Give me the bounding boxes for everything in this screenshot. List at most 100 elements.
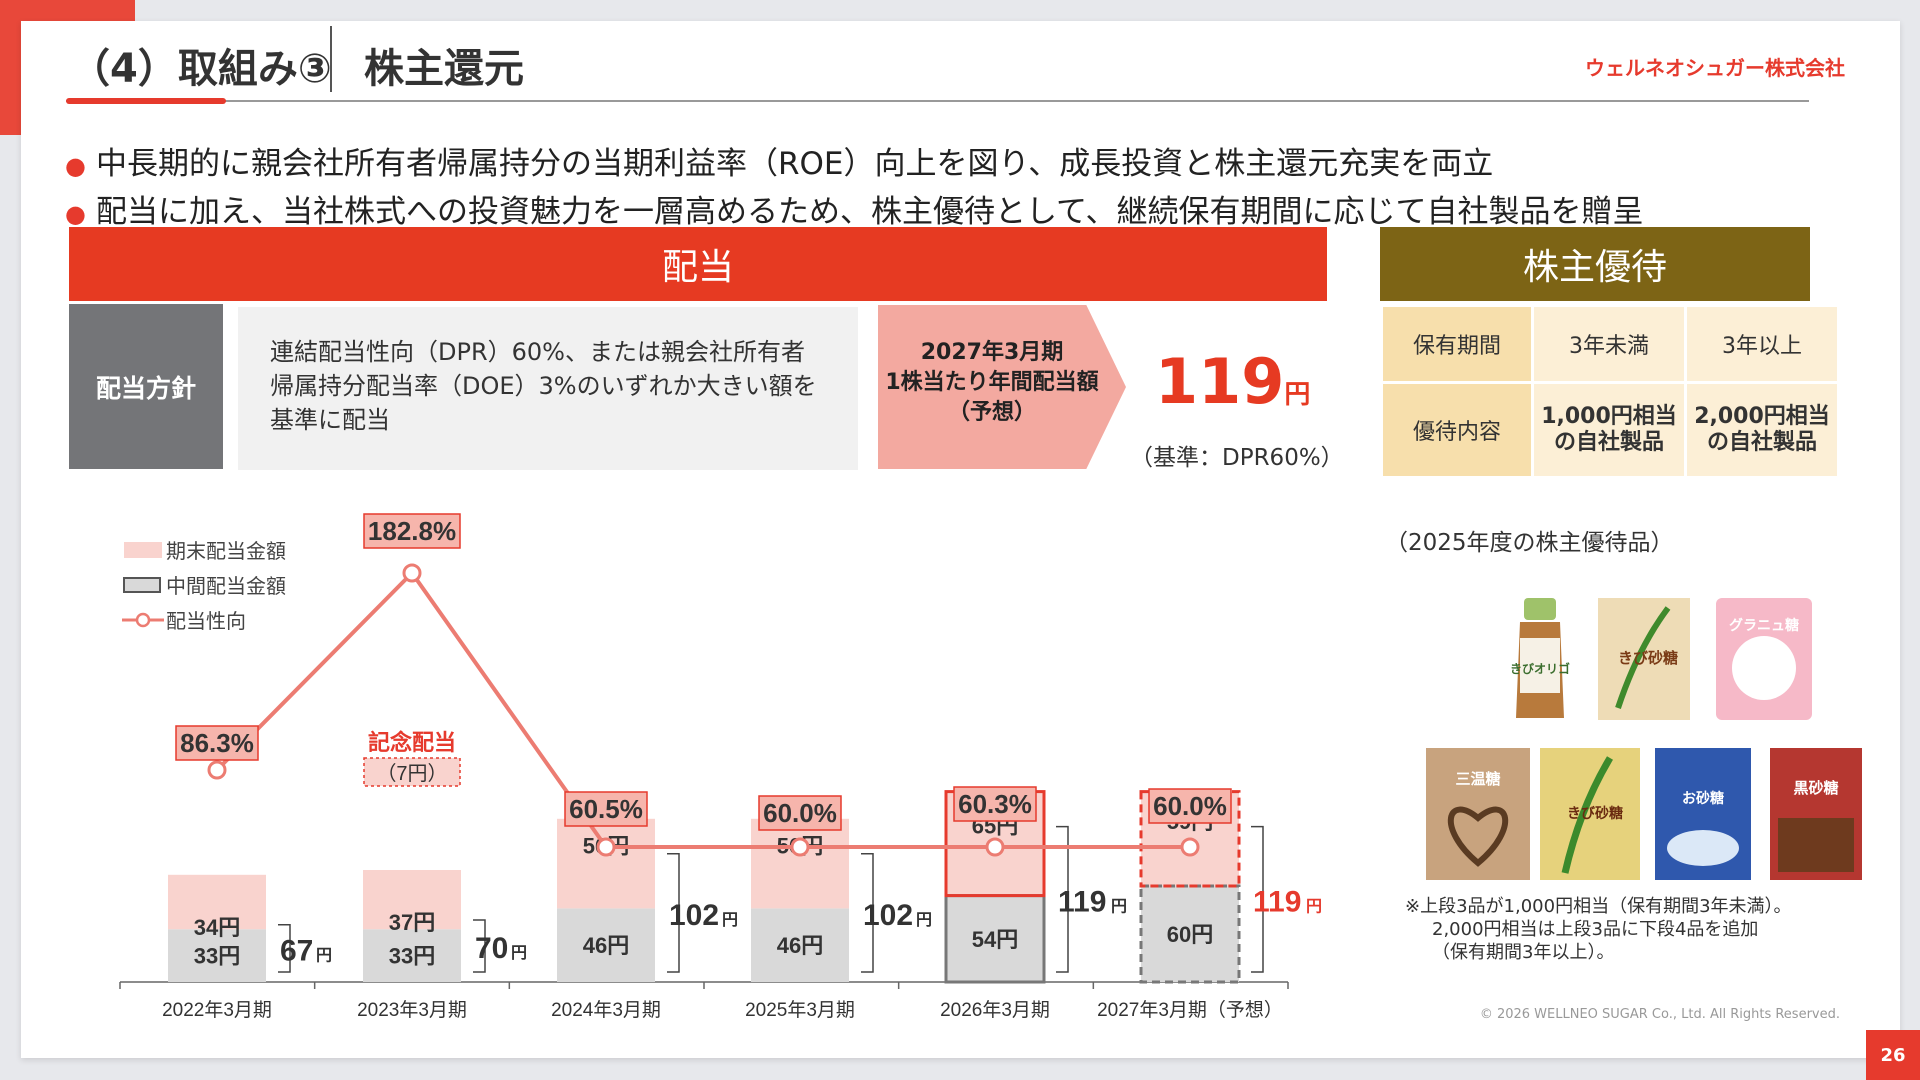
product-image: 黒砂糖 bbox=[1770, 748, 1862, 880]
final-label: 37円 bbox=[389, 910, 435, 935]
total-bracket bbox=[473, 919, 486, 973]
x-tick-label: 2026年3月期 bbox=[940, 999, 1050, 1021]
policy-label: 配当方針 bbox=[69, 304, 223, 469]
payout-label: 60.0% bbox=[1153, 791, 1227, 821]
bag-circle bbox=[1732, 636, 1796, 700]
yutai-cell: 2,000円相当 の自社製品 bbox=[1687, 384, 1837, 476]
legend-swatch-interim bbox=[123, 577, 161, 593]
legend-swatch-marker bbox=[135, 612, 151, 628]
payout-label: 60.0% bbox=[763, 798, 837, 828]
cane bbox=[1615, 606, 1671, 709]
yutai-cell: 3年以上 bbox=[1687, 307, 1837, 381]
bullet-1: ● 中長期的に親会社所有者帰属持分の当期利益率（ROE）向上を図り、成長投資と株主… bbox=[65, 138, 1493, 183]
product-image: グラニュ糖 bbox=[1716, 598, 1812, 720]
photo-caption: （2025年度の株主優待品） bbox=[1385, 530, 1674, 556]
payout-label-box bbox=[953, 786, 1037, 822]
bar-final bbox=[557, 818, 655, 909]
bottle-cap bbox=[1524, 598, 1556, 620]
bar-interim bbox=[1141, 886, 1239, 982]
payout-label: 60.5% bbox=[569, 794, 643, 824]
payout-label-box bbox=[564, 791, 648, 827]
forecast-amount: 119円 bbox=[1155, 345, 1310, 418]
interim-label: 54円 bbox=[972, 927, 1018, 952]
forecast-amount-value: 119 bbox=[1155, 345, 1285, 418]
bag bbox=[1598, 598, 1690, 720]
total-label: 119 bbox=[1058, 885, 1106, 918]
legend-label: 配当性向 bbox=[166, 610, 246, 633]
product-image: きび砂糖 bbox=[1598, 598, 1690, 720]
dividend-header: 配当 bbox=[69, 227, 1327, 301]
payout-label: 182.8% bbox=[368, 516, 456, 546]
yutai-line: 1,000円相当 bbox=[1541, 404, 1677, 429]
bag-bowl bbox=[1667, 830, 1739, 866]
payout-label-box bbox=[175, 725, 259, 761]
total-bracket bbox=[861, 853, 874, 973]
yutai-note: ※上段3品が1,000円相当（保有期間3年未満）。 2,000円相当は上段3品に… bbox=[1405, 895, 1792, 964]
forecast-line: 1株当たり年間配当額 bbox=[885, 370, 1099, 395]
yutai-cell: 優待内容 bbox=[1383, 384, 1531, 476]
interim-label: 33円 bbox=[389, 944, 435, 969]
bar-final bbox=[363, 870, 461, 930]
yutai-cell: 保有期間 bbox=[1383, 307, 1531, 381]
total-bracket bbox=[1056, 825, 1069, 973]
forecast-arrow bbox=[878, 305, 1126, 469]
bar-final-outline bbox=[1139, 790, 1241, 888]
x-tick-label: 2024年3月期 bbox=[551, 999, 661, 1021]
interim-label: 46円 bbox=[777, 933, 823, 958]
bar-interim bbox=[946, 895, 1044, 982]
total-label: 70 bbox=[475, 932, 508, 965]
interim-label: 46円 bbox=[583, 933, 629, 958]
bar-interim bbox=[168, 929, 266, 982]
bag-window bbox=[1778, 818, 1854, 872]
bag-heart bbox=[1448, 806, 1508, 867]
total-label: 119 bbox=[1253, 885, 1301, 918]
payout-marker bbox=[596, 837, 616, 857]
bar-final bbox=[168, 874, 266, 930]
x-tick-label: 2022年3月期 bbox=[162, 999, 272, 1021]
payout-marker bbox=[790, 837, 810, 857]
x-tick-label: 2023年3月期 bbox=[357, 999, 467, 1021]
yutai-line: 2,000円相当 bbox=[1694, 404, 1830, 429]
payout-marker bbox=[402, 563, 422, 583]
bullet-2: ● 配当に加え、当社株式への投資魅力を一層高めるため、株主優待として、継続保有期間… bbox=[65, 186, 1643, 231]
x-tick-label: 2025年3月期 bbox=[745, 999, 855, 1021]
product-label: 三温糖 bbox=[1455, 770, 1500, 788]
page-subtitle: 株主還元 bbox=[364, 46, 524, 92]
total-unit: 円 bbox=[722, 911, 738, 929]
commemorative-label: 記念配当 bbox=[368, 730, 456, 755]
product-image: きびオリゴ bbox=[1510, 598, 1570, 718]
policy-line: 基準に配当 bbox=[270, 406, 390, 434]
x-tick-label: 2027年3月期（予想） bbox=[1097, 999, 1283, 1021]
total-unit: 円 bbox=[511, 944, 527, 962]
product-label: お砂糖 bbox=[1682, 790, 1724, 807]
legend-label: 中間配当金額 bbox=[166, 575, 286, 598]
copyright: © 2026 WELLNEO SUGAR Co., Ltd. All Right… bbox=[1479, 1007, 1840, 1022]
final-label: 34円 bbox=[194, 915, 240, 940]
note-line: ※上段3品が1,000円相当（保有期間3年未満）。 bbox=[1405, 896, 1792, 917]
total-label: 67 bbox=[280, 934, 313, 967]
commemorative-amount: （7円） bbox=[376, 762, 447, 785]
product-label: きび砂糖 bbox=[1618, 649, 1678, 667]
bottle-label bbox=[1520, 638, 1560, 693]
forecast-line: 2027年3月期 bbox=[920, 340, 1064, 365]
bar-interim-outline bbox=[1139, 884, 1241, 984]
forecast-line: （予想） bbox=[947, 400, 1036, 425]
yutai-table: 保有期間 3年未満 3年以上 優待内容 1,000円相当 の自社製品 2,000円… bbox=[1380, 304, 1840, 479]
page-number: 26 bbox=[1866, 1030, 1920, 1080]
bullet-text: 配当に加え、当社株式への投資魅力を一層高めるため、株主優待として、継続保有期間に… bbox=[95, 194, 1644, 230]
total-label: 102 bbox=[669, 899, 719, 932]
bag bbox=[1540, 748, 1640, 880]
policy-line: 連結配当性向（DPR）60%、または親会社所有者 bbox=[270, 338, 805, 366]
bar-interim bbox=[363, 929, 461, 982]
legend-swatch-final bbox=[124, 542, 162, 558]
total-unit: 円 bbox=[316, 946, 332, 964]
bag bbox=[1426, 748, 1530, 880]
payout-marker bbox=[207, 760, 227, 780]
total-bracket bbox=[667, 853, 680, 973]
page-title: （4）取組み③ bbox=[70, 46, 332, 92]
note-line: （保有期間3年以上）。 bbox=[1432, 942, 1615, 963]
payout-label-box bbox=[758, 795, 842, 831]
payout-line bbox=[215, 569, 1190, 849]
payout-label-box bbox=[363, 513, 461, 549]
payout-marker bbox=[1180, 837, 1200, 857]
